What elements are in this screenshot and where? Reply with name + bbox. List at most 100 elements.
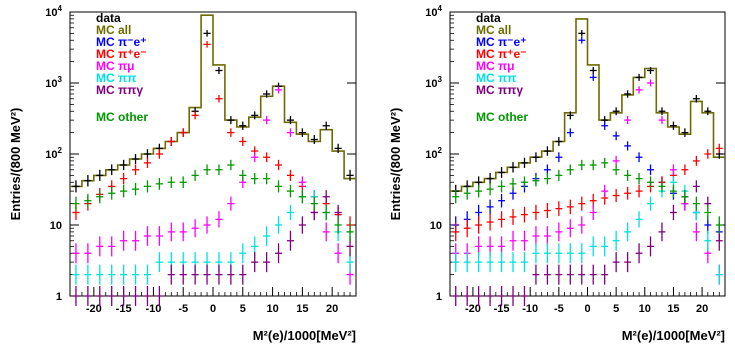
data-point [692, 180, 700, 193]
data-point [298, 176, 306, 189]
data-point [635, 86, 643, 94]
data-point [155, 149, 163, 159]
data-point [509, 208, 517, 225]
data-point [509, 252, 517, 273]
data-point [635, 211, 643, 228]
y-tick-base: 1 [436, 291, 442, 303]
x-tick-label: 15 [296, 303, 308, 315]
data-point [578, 243, 586, 264]
data-point [566, 111, 574, 120]
data-point [239, 169, 247, 181]
data-point [566, 199, 574, 215]
data-point [532, 152, 540, 163]
data-point [203, 264, 211, 285]
data-point [72, 180, 80, 193]
x-tick-label: 0 [210, 303, 216, 315]
data-point [601, 264, 609, 285]
y-tick-label: 10 [430, 220, 442, 232]
y-tick-label: 102 [45, 146, 62, 161]
data-point [612, 252, 620, 273]
data-point [589, 73, 597, 81]
data-point [578, 216, 586, 234]
legend-entry: MC ππ [476, 71, 516, 85]
data-point [203, 30, 211, 37]
data-point [521, 230, 528, 251]
data-point [322, 190, 330, 204]
data-point [555, 137, 563, 146]
y-tick-label: 1 [436, 291, 442, 303]
data-point [143, 226, 152, 246]
data-point [463, 219, 471, 238]
data-point [96, 169, 104, 181]
data-point [215, 95, 223, 103]
data-point [251, 252, 259, 273]
data-point [692, 222, 700, 242]
data-point [624, 90, 632, 98]
data-point [658, 180, 666, 193]
data-point [463, 252, 471, 273]
data-point [589, 264, 597, 285]
data-point [498, 180, 505, 193]
data-point [298, 190, 306, 204]
series-MC-other [452, 157, 723, 234]
data-point [670, 204, 677, 221]
data-point [463, 186, 471, 200]
data-point [521, 286, 528, 306]
data-point [543, 264, 551, 285]
data-point [108, 164, 116, 176]
data-point [108, 236, 116, 257]
data-point [647, 164, 654, 176]
data-point [704, 107, 712, 116]
x-tick-label: -10 [145, 303, 161, 315]
data-point [120, 264, 128, 285]
data-point [555, 222, 563, 242]
data-point [179, 264, 187, 285]
data-point [612, 107, 620, 116]
data-point [227, 116, 235, 125]
data-point [167, 176, 175, 189]
data-point [346, 222, 354, 242]
y-tick-label: 10 [50, 220, 62, 232]
data-point [143, 149, 152, 159]
y-tick-base: 10 [45, 149, 57, 161]
y-tick-label: 103 [425, 75, 442, 90]
data-point [589, 67, 597, 74]
data-point [543, 243, 551, 264]
data-point [191, 111, 199, 120]
data-point [298, 216, 306, 234]
data-point [191, 219, 199, 238]
data-point [96, 236, 104, 257]
data-point [612, 230, 620, 251]
y-tick-exponent: 3 [438, 75, 443, 84]
data-point [263, 90, 271, 98]
data-point [635, 152, 643, 163]
y-tick-label: 103 [45, 75, 62, 90]
data-point [286, 184, 295, 198]
data-point [498, 252, 505, 273]
data-point [670, 184, 677, 198]
data-point [215, 164, 223, 176]
legend-entry: MC ππ [96, 71, 136, 85]
data-point [251, 172, 259, 185]
data-point [543, 172, 551, 185]
data-point [322, 121, 330, 130]
data-point [601, 121, 609, 130]
data-point [131, 230, 140, 251]
legend-entry: MC πμ [96, 59, 135, 73]
data-point [658, 116, 666, 125]
data-point [704, 204, 712, 221]
data-point [555, 169, 563, 181]
legend-entry: MC ππγ [96, 83, 143, 97]
x-axis-title: M²(e)/1000[MeV²] [622, 328, 725, 343]
data-point [578, 196, 586, 211]
data-point [578, 159, 586, 171]
data-point [239, 243, 247, 264]
data-point [298, 128, 306, 137]
data-point [521, 176, 528, 189]
data-point [239, 121, 247, 130]
series-MC-πμ [72, 86, 354, 285]
y-tick-exponent: 2 [438, 146, 443, 155]
y-tick-label: 104 [425, 4, 442, 19]
